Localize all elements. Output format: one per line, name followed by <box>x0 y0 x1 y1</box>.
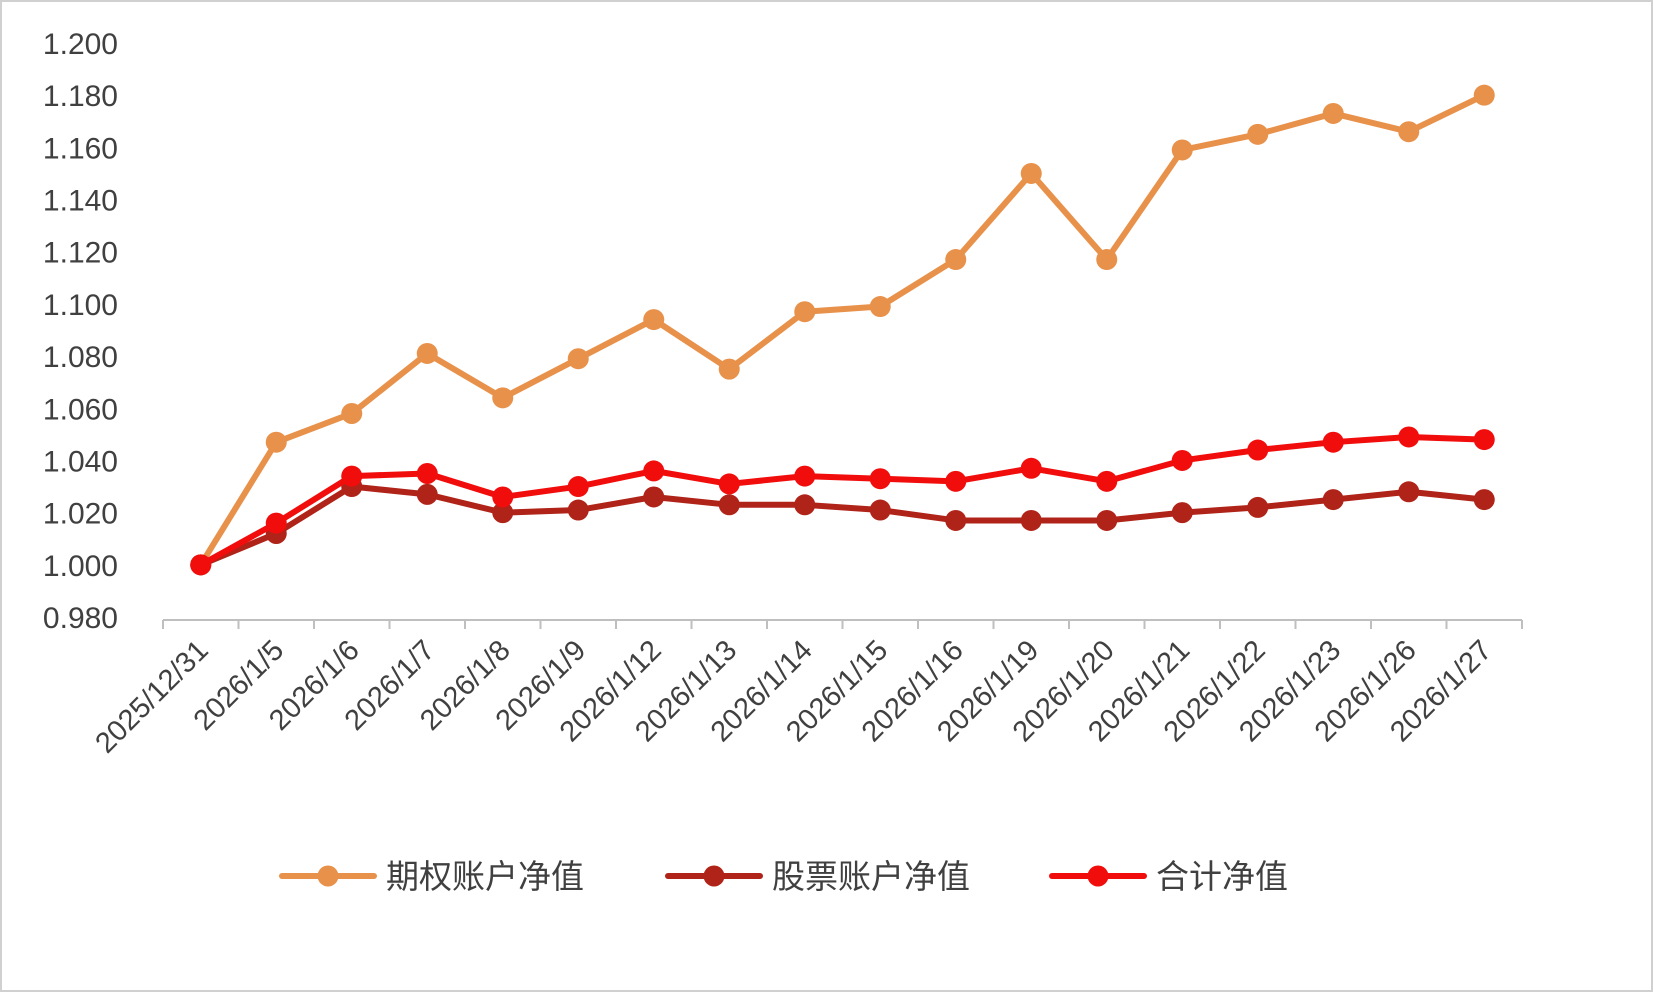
series-total-marker <box>1247 439 1269 461</box>
y-axis-tick-label: 1.000 <box>43 550 118 583</box>
series-options-marker <box>416 342 438 364</box>
legend-stock-marker <box>703 865 725 887</box>
series-total-marker <box>1096 470 1118 492</box>
series-options-marker <box>341 402 363 424</box>
series-options-marker <box>1473 84 1495 106</box>
y-axis-tick-label: 1.080 <box>43 341 118 374</box>
series-total-marker <box>1473 429 1495 451</box>
series-stock-marker <box>492 502 514 524</box>
series-total-marker <box>869 468 891 490</box>
legend-options-label: 期权账户净值 <box>386 858 584 895</box>
legend-item-options: 期权账户净值 <box>279 858 584 895</box>
legend-total-marker <box>1087 865 1109 887</box>
y-axis-tick-label: 1.060 <box>43 393 118 426</box>
legend-stock-label: 股票账户净值 <box>772 858 970 895</box>
series-total-marker <box>945 470 967 492</box>
series-options-marker <box>1322 102 1344 124</box>
series-stock-marker <box>869 499 891 521</box>
series-total-marker <box>718 473 740 495</box>
series-total-marker <box>416 463 438 484</box>
series-total-marker <box>190 554 212 576</box>
series-stock-marker <box>1322 489 1344 511</box>
series-options-marker <box>1171 139 1193 161</box>
series-total-marker <box>341 465 363 487</box>
series-stock-marker <box>1473 489 1495 511</box>
series-total-marker <box>492 486 514 508</box>
series-stock-marker <box>1171 502 1193 524</box>
y-axis-tick-label: 1.180 <box>43 80 118 113</box>
series-total-marker <box>265 512 287 534</box>
series-stock-marker <box>794 494 816 516</box>
y-axis-tick-label: 0.980 <box>43 602 118 635</box>
series-options-line <box>197 92 1488 568</box>
series-stock-marker <box>643 486 665 508</box>
series-total-marker <box>643 460 665 482</box>
series-total-marker <box>1322 431 1344 453</box>
series-options-marker <box>869 296 891 318</box>
y-axis-tick-label: 1.020 <box>43 498 118 531</box>
series-options-marker <box>1096 249 1118 271</box>
series-total-marker <box>794 465 816 487</box>
series-stock-marker <box>1398 481 1420 503</box>
series-options-marker <box>643 309 665 331</box>
series-options-marker <box>718 358 740 380</box>
legend-total-label: 合计净值 <box>1156 858 1288 895</box>
legend-options-marker <box>317 865 339 887</box>
series-options-marker <box>945 249 967 271</box>
x-axis-tick-label: 2025/12/31 <box>89 634 214 759</box>
y-axis-tick-label: 1.160 <box>43 132 118 165</box>
series-stock-marker <box>1247 496 1269 518</box>
series-options-marker <box>1247 123 1269 145</box>
series-total-marker <box>1398 426 1420 448</box>
legend-item-stock: 股票账户净值 <box>665 858 970 895</box>
series-options-marker <box>567 348 589 370</box>
series-total-marker <box>1171 449 1193 471</box>
series-stock-marker <box>567 499 589 521</box>
series-stock-line <box>197 483 1488 568</box>
series-options-marker <box>794 301 816 323</box>
series-stock-marker <box>1020 509 1042 531</box>
series-stock-marker <box>416 483 438 505</box>
series-stock-marker <box>945 509 967 531</box>
series-options-marker <box>492 387 514 409</box>
y-axis-tick-label: 1.100 <box>43 289 118 322</box>
series-options-marker <box>1020 162 1042 184</box>
y-axis-tick-label: 1.120 <box>43 237 118 270</box>
y-axis-tick-label: 1.040 <box>43 445 118 478</box>
series-stock-marker <box>718 494 740 516</box>
legend-item-total: 合计净值 <box>1049 858 1288 895</box>
y-axis-tick-label: 1.140 <box>43 185 118 218</box>
series-total-line <box>197 433 1488 568</box>
series-total-marker <box>567 476 589 498</box>
series-stock-marker <box>1096 509 1118 531</box>
series-options-marker <box>1398 121 1420 143</box>
series-total-marker <box>1020 457 1042 479</box>
series-options-marker <box>265 431 287 453</box>
y-axis-tick-label: 1.200 <box>43 28 118 61</box>
